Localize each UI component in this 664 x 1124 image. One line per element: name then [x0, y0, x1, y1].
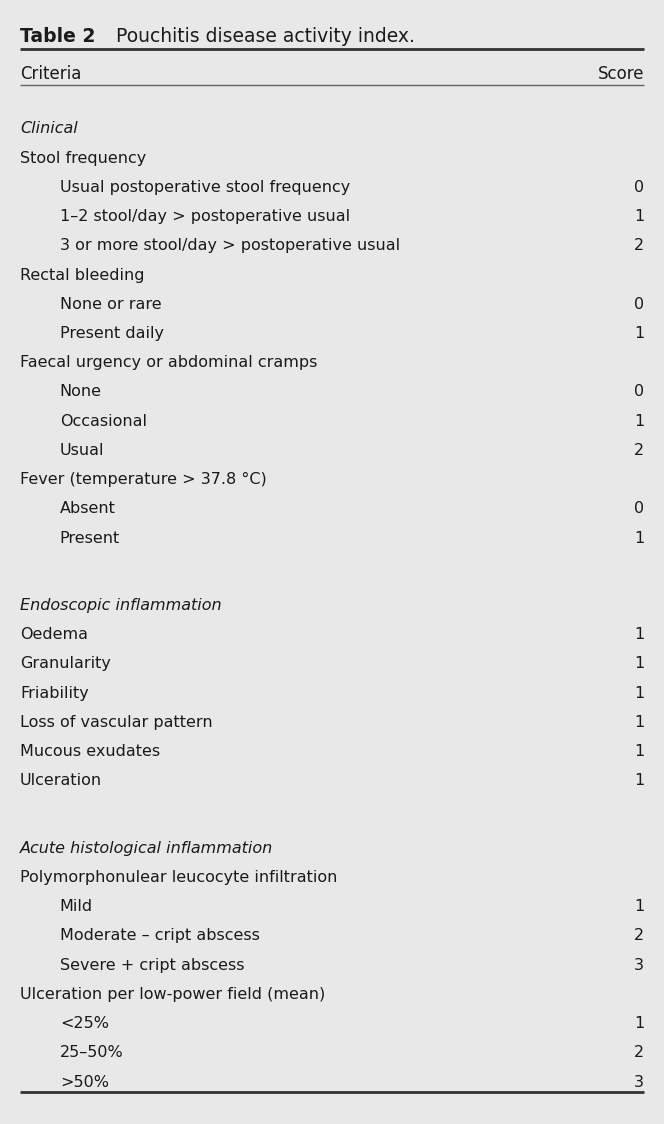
Text: 1: 1 [634, 627, 644, 642]
Text: Score: Score [598, 65, 644, 83]
Text: Absent: Absent [60, 501, 116, 516]
Text: 1: 1 [634, 773, 644, 788]
Text: 1–2 stool/day > postoperative usual: 1–2 stool/day > postoperative usual [60, 209, 350, 224]
Text: Granularity: Granularity [20, 656, 111, 671]
Text: Pouchitis disease activity index.: Pouchitis disease activity index. [98, 27, 415, 46]
Text: Mucous exudates: Mucous exudates [20, 744, 160, 759]
Text: 3 or more stool/day > postoperative usual: 3 or more stool/day > postoperative usua… [60, 238, 400, 253]
Text: 1: 1 [634, 326, 644, 341]
Text: Acute histological inflammation: Acute histological inflammation [20, 841, 273, 855]
Text: 1: 1 [634, 656, 644, 671]
Text: 2: 2 [634, 1045, 644, 1060]
Text: Polymorphonulear leucocyte infiltration: Polymorphonulear leucocyte infiltration [20, 870, 337, 885]
Text: 3: 3 [634, 958, 644, 972]
Text: >50%: >50% [60, 1075, 109, 1089]
Text: Mild: Mild [60, 899, 93, 914]
Text: 2: 2 [634, 443, 644, 457]
Text: Table 2: Table 2 [20, 27, 96, 46]
Text: Usual: Usual [60, 443, 104, 457]
Text: 0: 0 [634, 297, 644, 311]
Text: 2: 2 [634, 928, 644, 943]
Text: 0: 0 [634, 180, 644, 194]
Text: None: None [60, 384, 102, 399]
Text: Oedema: Oedema [20, 627, 88, 642]
Text: 0: 0 [634, 501, 644, 516]
Text: None or rare: None or rare [60, 297, 161, 311]
Text: Severe + cript abscess: Severe + cript abscess [60, 958, 244, 972]
Text: 3: 3 [634, 1075, 644, 1089]
Text: Rectal bleeding: Rectal bleeding [20, 268, 145, 282]
Text: Faecal urgency or abdominal cramps: Faecal urgency or abdominal cramps [20, 355, 317, 370]
Text: 1: 1 [634, 686, 644, 700]
Text: Criteria: Criteria [20, 65, 81, 83]
Text: Moderate – cript abscess: Moderate – cript abscess [60, 928, 260, 943]
Text: 25–50%: 25–50% [60, 1045, 124, 1060]
Text: Clinical: Clinical [20, 121, 78, 136]
Text: 0: 0 [634, 384, 644, 399]
Text: 1: 1 [634, 1016, 644, 1031]
Text: 2: 2 [634, 238, 644, 253]
Text: Stool frequency: Stool frequency [20, 151, 146, 165]
Text: 1: 1 [634, 414, 644, 428]
Text: Fever (temperature > 37.8 °C): Fever (temperature > 37.8 °C) [20, 472, 267, 487]
Text: Loss of vascular pattern: Loss of vascular pattern [20, 715, 212, 729]
Text: Ulceration per low-power field (mean): Ulceration per low-power field (mean) [20, 987, 325, 1001]
Text: 1: 1 [634, 899, 644, 914]
Text: 1: 1 [634, 531, 644, 545]
Text: Present: Present [60, 531, 120, 545]
Text: 1: 1 [634, 744, 644, 759]
Text: Friability: Friability [20, 686, 89, 700]
Text: <25%: <25% [60, 1016, 109, 1031]
Text: Endoscopic inflammation: Endoscopic inflammation [20, 598, 222, 613]
Text: Occasional: Occasional [60, 414, 147, 428]
Text: Present daily: Present daily [60, 326, 164, 341]
Text: 1: 1 [634, 715, 644, 729]
Text: 1: 1 [634, 209, 644, 224]
Text: Usual postoperative stool frequency: Usual postoperative stool frequency [60, 180, 350, 194]
Text: Ulceration: Ulceration [20, 773, 102, 788]
